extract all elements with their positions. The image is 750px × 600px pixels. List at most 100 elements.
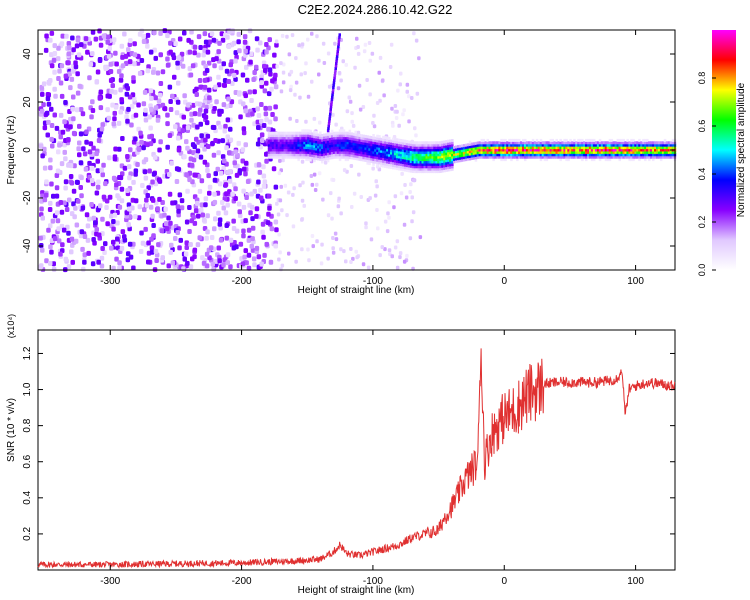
spectrogram-cell [259, 80, 264, 86]
spectrogram-cell [561, 143, 564, 147]
spectrogram-cell [241, 130, 247, 136]
spectrogram-cell [648, 153, 651, 157]
spectrogram-cell [656, 153, 659, 157]
spectrogram-cell [608, 148, 612, 152]
spectrogram-cell [303, 155, 306, 159]
spectrogram-cell [184, 139, 189, 145]
spectrogram-cell [598, 150, 602, 154]
spectrogram-cell [585, 158, 588, 162]
spectrogram-cell [255, 106, 260, 112]
spectrogram-cell [79, 42, 84, 48]
spectrogram-cell [417, 158, 421, 162]
spectrogram-cell [226, 44, 232, 49]
spectrogram-cell [457, 145, 460, 149]
spectrogram-cell [340, 148, 344, 152]
spectrogram-cell [433, 167, 436, 171]
spectrogram-cell [192, 247, 198, 253]
spectrogram-cell [47, 207, 53, 212]
spectrogram-cell [397, 123, 401, 128]
spectrogram-cell [520, 143, 523, 147]
spectrogram-cell [334, 122, 338, 127]
spectrogram-cell [644, 158, 647, 162]
spectrogram-cell [337, 38, 341, 42]
spectrogram-cell [237, 48, 242, 54]
spectrogram-cell [535, 153, 539, 157]
spectrogram-cell [374, 155, 377, 159]
spectrogram-cell [650, 143, 653, 147]
spectrogram-cell [141, 101, 147, 107]
spectrogram-cell [445, 144, 448, 148]
spectrogram-cell [279, 146, 283, 150]
spectrogram-cell [315, 130, 318, 134]
spectrogram-cell [385, 229, 390, 234]
spectrogram-cell [466, 148, 470, 152]
spectrogram-cell [328, 142, 332, 146]
spectrogram-cell [362, 144, 365, 148]
spectrogram-cell [378, 149, 381, 153]
spectrogram-cell [620, 148, 623, 152]
spectrogram-cell [201, 52, 206, 58]
spectrogram-cell [285, 138, 289, 142]
spectrogram-cell [482, 146, 486, 150]
spectrogram-cell [344, 134, 348, 138]
spectrogram-cell [301, 131, 304, 135]
spectrogram-cell [547, 153, 551, 157]
spectrogram-cell [259, 195, 264, 201]
spectrogram-cell [559, 153, 562, 157]
spectrogram-cell [259, 261, 264, 267]
spectrogram-cell [569, 155, 572, 159]
spectrogram-cell [287, 190, 291, 195]
spectrogram-cell [198, 154, 204, 160]
spectrogram-cell [392, 159, 395, 163]
spectrogram-cell [433, 162, 436, 166]
spectrogram-cell [362, 141, 365, 145]
spectrogram-cell [340, 129, 344, 133]
spectrogram-cell [453, 150, 456, 154]
spectrogram-cell [283, 134, 287, 138]
spectrogram-cell [587, 155, 590, 159]
spectrogram-cell [42, 146, 47, 152]
spectrogram-cell [417, 170, 421, 174]
spectrogram-cell [63, 100, 68, 105]
spectrogram-cell [317, 171, 322, 176]
spectrogram-cell [606, 150, 610, 154]
spectrogram-cell [390, 154, 393, 157]
spectrogram-cell [429, 165, 432, 169]
spectrogram-cell [49, 63, 55, 69]
spectrogram-cell [336, 86, 341, 91]
spectrogram-cell [433, 155, 436, 159]
spectrogram-cell [415, 160, 419, 164]
spectrogram-cell [348, 132, 352, 136]
spectrogram-cell [376, 149, 379, 153]
spectrogram-cell [366, 159, 369, 163]
spectrogram-cell [226, 169, 231, 175]
spectrogram-cell [346, 141, 350, 145]
spectrogram-cell [49, 106, 54, 112]
spectrogram-cell [326, 129, 330, 133]
spectrogram-cell [145, 32, 151, 38]
spectrogram-cell [510, 138, 513, 142]
spectrogram-cell [543, 158, 547, 162]
spectrogram-cell [204, 68, 210, 73]
spectrogram-cell [470, 157, 474, 160]
spectrogram-cell [384, 157, 387, 161]
spectrogram-cell [234, 228, 240, 234]
spectrogram-cell [535, 148, 539, 152]
spectrogram-cell [390, 156, 393, 160]
spectrogram-cell [344, 155, 348, 159]
spectrogram-cell [256, 162, 262, 168]
spectrogram-cell [290, 33, 295, 38]
spectrogram-cell [386, 141, 389, 145]
spectrogram-cell [610, 146, 614, 150]
spectrogram-cell [545, 155, 549, 159]
spectrogram-cell [360, 158, 363, 162]
spectrogram-cell [127, 175, 132, 181]
spectrogram-cell [90, 108, 96, 113]
spectrogram-cell [372, 158, 375, 161]
spectrogram-cell [43, 47, 49, 53]
spectrogram-cell [344, 146, 348, 150]
spectrogram-cell [626, 146, 629, 150]
spectrogram-cell [557, 141, 560, 145]
spectrogram-cell [333, 76, 336, 80]
spectrogram-cell [103, 66, 109, 72]
